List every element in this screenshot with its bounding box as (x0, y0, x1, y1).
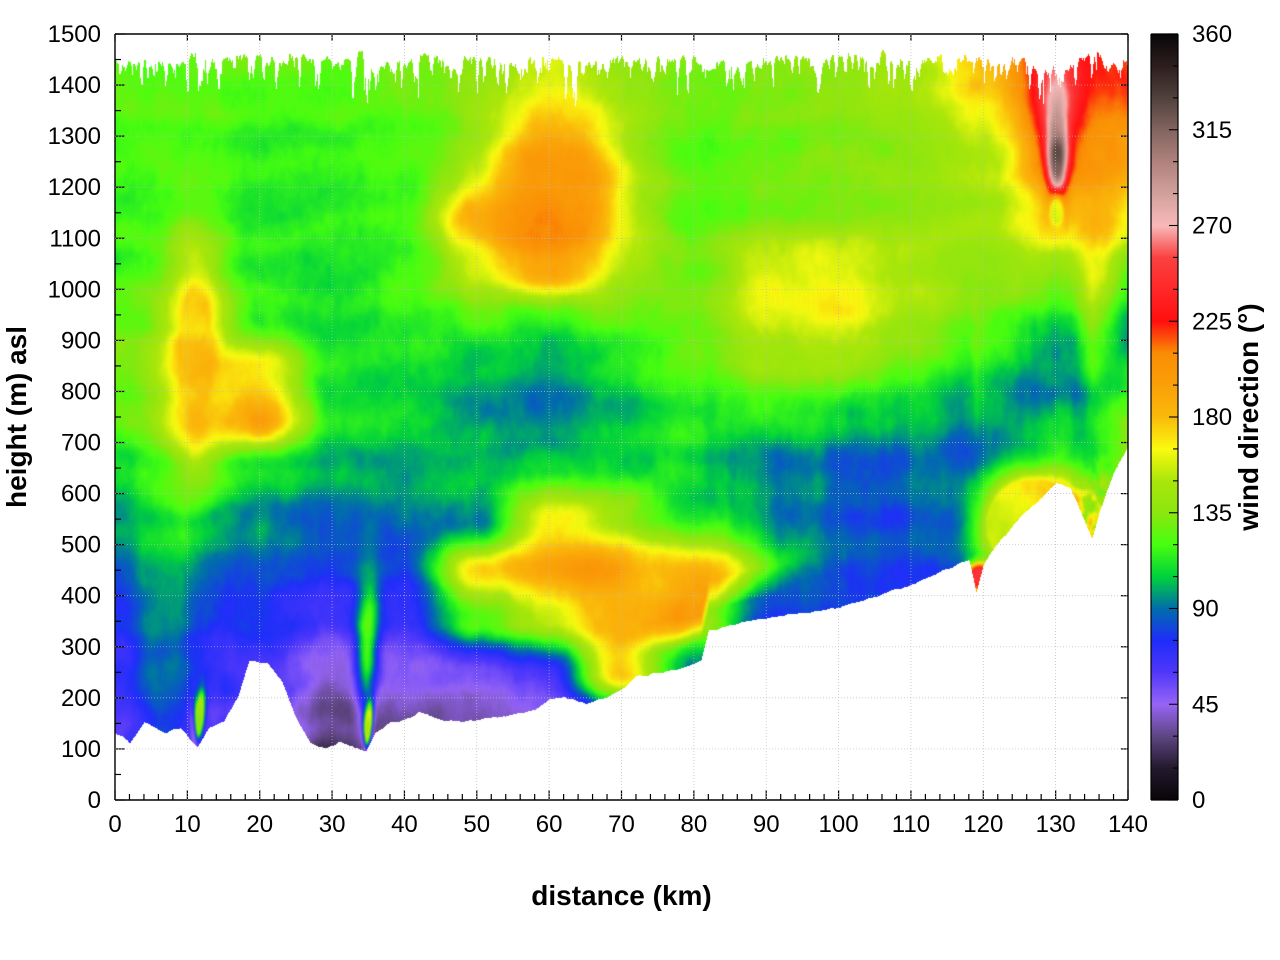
svg-text:90: 90 (753, 811, 780, 838)
svg-text:45: 45 (1192, 691, 1219, 718)
svg-text:distance (km): distance (km) (531, 880, 712, 911)
svg-text:315: 315 (1192, 117, 1232, 144)
svg-text:1300: 1300 (48, 123, 101, 150)
svg-text:1000: 1000 (48, 276, 101, 303)
svg-text:wind direction (°): wind direction (°) (1233, 303, 1264, 531)
svg-text:500: 500 (61, 532, 101, 559)
svg-text:80: 80 (681, 811, 708, 838)
svg-text:900: 900 (61, 327, 101, 354)
svg-text:225: 225 (1192, 308, 1232, 335)
svg-text:400: 400 (61, 583, 101, 610)
svg-text:10: 10 (174, 811, 201, 838)
svg-text:100: 100 (819, 811, 859, 838)
svg-text:300: 300 (61, 634, 101, 661)
svg-text:600: 600 (61, 481, 101, 508)
svg-text:180: 180 (1192, 404, 1232, 431)
svg-text:140: 140 (1108, 811, 1148, 838)
svg-text:40: 40 (391, 811, 418, 838)
svg-text:20: 20 (246, 811, 273, 838)
svg-text:0: 0 (88, 787, 101, 814)
svg-text:1400: 1400 (48, 72, 101, 99)
svg-text:0: 0 (108, 811, 121, 838)
svg-text:1100: 1100 (49, 225, 101, 252)
svg-text:270: 270 (1192, 213, 1232, 240)
svg-text:30: 30 (319, 811, 346, 838)
svg-text:1200: 1200 (48, 174, 101, 201)
svg-text:90: 90 (1192, 596, 1219, 623)
svg-text:height (m) asl: height (m) asl (1, 326, 32, 508)
svg-text:1500: 1500 (48, 21, 101, 48)
svg-text:800: 800 (61, 378, 101, 405)
svg-text:120: 120 (963, 811, 1003, 838)
svg-text:130: 130 (1036, 811, 1076, 838)
svg-text:200: 200 (61, 685, 101, 712)
svg-text:700: 700 (61, 430, 101, 457)
svg-text:70: 70 (608, 811, 635, 838)
svg-text:110: 110 (892, 811, 930, 838)
svg-text:50: 50 (463, 811, 490, 838)
svg-text:360: 360 (1192, 21, 1232, 48)
svg-text:100: 100 (61, 736, 101, 763)
svg-text:60: 60 (536, 811, 563, 838)
svg-text:135: 135 (1192, 500, 1232, 527)
svg-text:0: 0 (1192, 787, 1205, 814)
